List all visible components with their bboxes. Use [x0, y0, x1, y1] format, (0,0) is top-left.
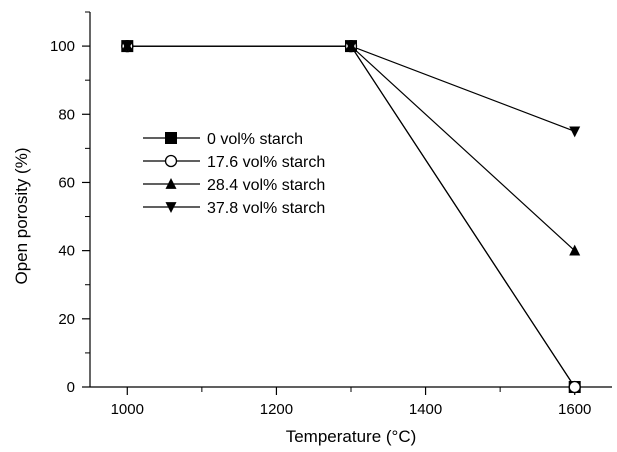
legend-label: 28.4 vol% starch: [207, 177, 325, 194]
data-point-series-3: [345, 41, 357, 53]
x-tick-label: 1200: [260, 401, 293, 418]
ticks: 1000 1200 1400 1600 0 20 40 60 80 100: [50, 11, 591, 418]
data-point-series-2: [569, 244, 581, 256]
y-tick-label: 0: [67, 379, 75, 396]
y-tick-label: 60: [58, 174, 75, 191]
series-markers: [121, 39, 581, 394]
axes: [89, 12, 612, 388]
data-point-series-3: [121, 41, 133, 53]
series-line-2: [127, 45, 576, 252]
data-point-series-1: [568, 380, 581, 394]
series-line-0: [127, 45, 576, 388]
legend-label: 37.8 vol% starch: [207, 200, 325, 217]
series-line-3: [127, 45, 575, 132]
y-axis-title: Open porosity (%): [12, 148, 31, 285]
series-lines: [127, 45, 576, 388]
data-point-series-3: [569, 126, 581, 138]
y-tick-label: 40: [58, 243, 75, 260]
legend-label: 17.6 vol% starch: [207, 154, 325, 171]
legend: 0 vol% starch 17.6 vol% starch 28.4 vol% s…: [143, 131, 325, 217]
legend-marker: [165, 132, 177, 144]
y-tick-label: 100: [50, 38, 75, 55]
legend-marker: [165, 177, 177, 189]
legend-marker: [165, 202, 177, 214]
x-axis-title: Temperature (°C): [286, 427, 417, 446]
legend-marker: [164, 154, 178, 168]
x-tick-label: 1600: [558, 401, 591, 418]
series-line-1: [127, 45, 576, 388]
legend-label: 0 vol% starch: [207, 131, 303, 148]
y-tick-label: 80: [58, 106, 75, 123]
x-tick-label: 1000: [111, 401, 144, 418]
y-tick-label: 20: [58, 311, 75, 328]
x-tick-label: 1400: [409, 401, 442, 418]
